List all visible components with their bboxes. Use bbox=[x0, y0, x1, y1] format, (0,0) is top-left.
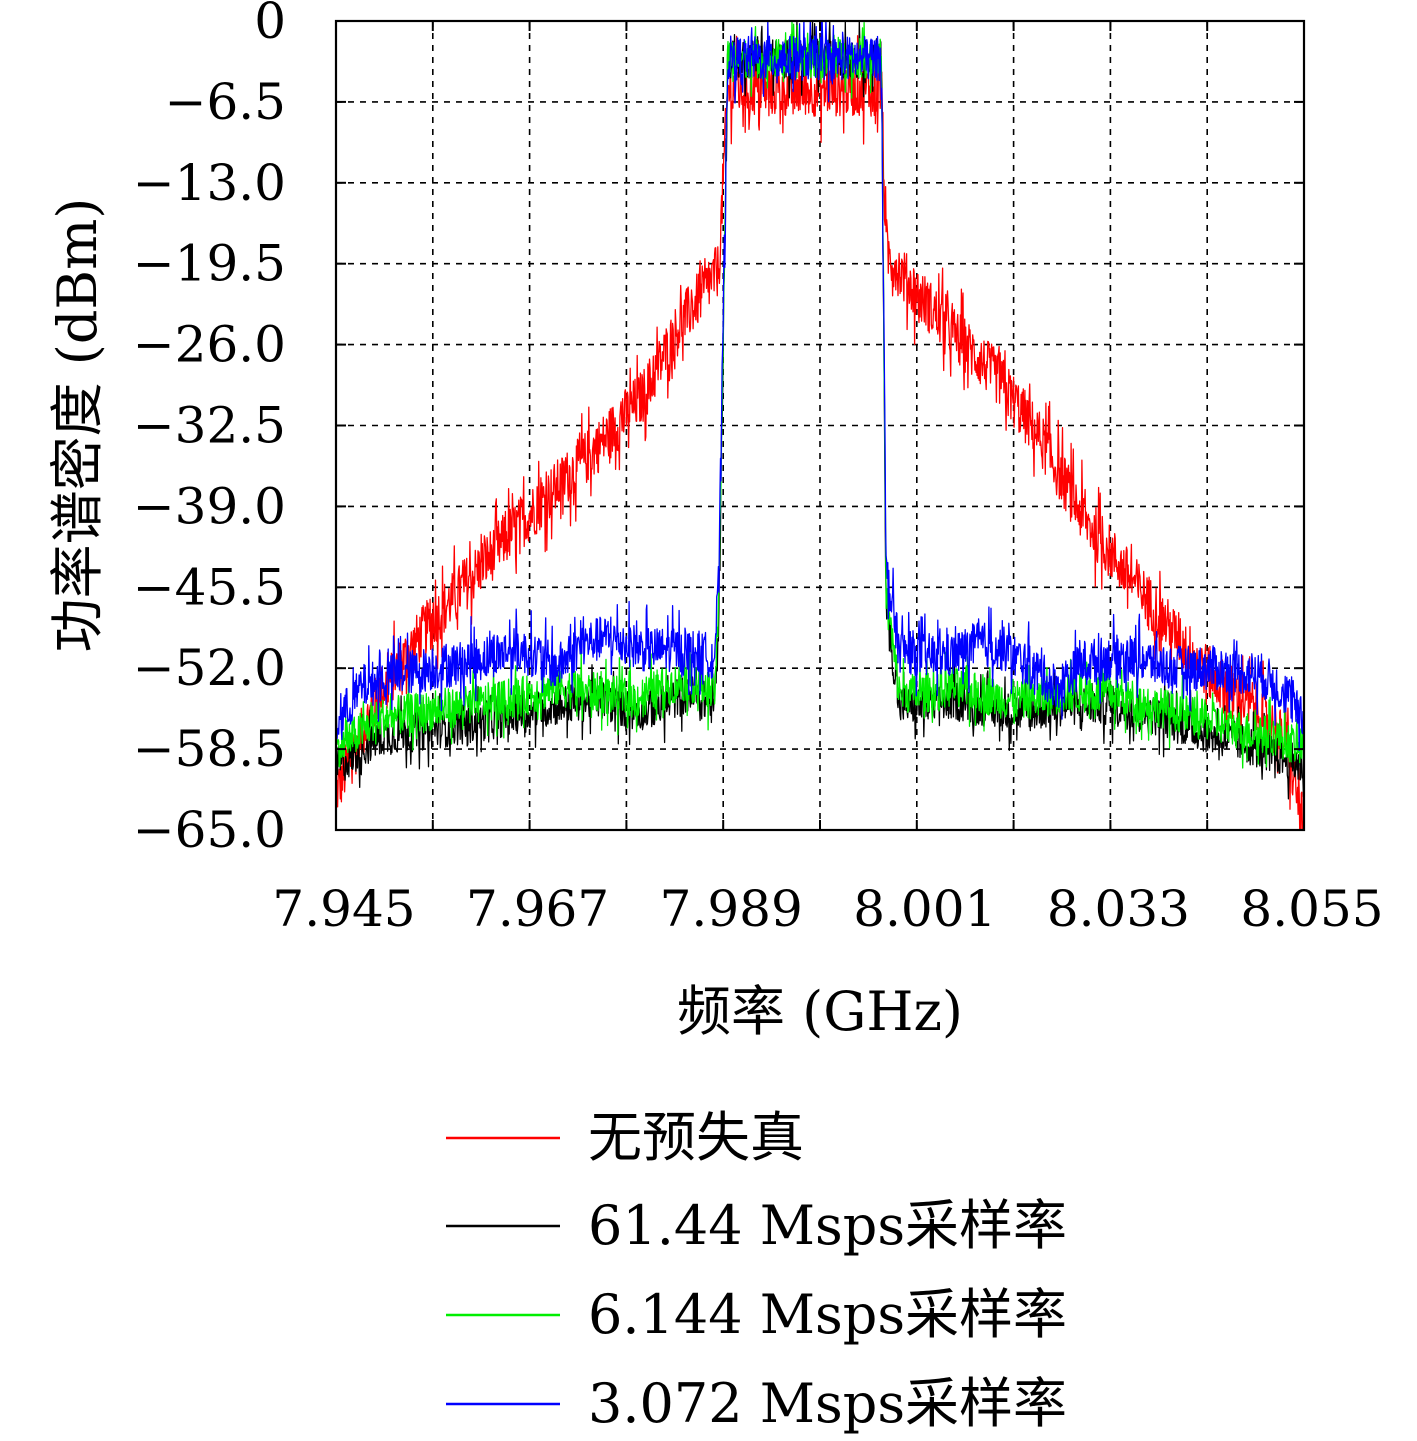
y-axis-title: 功率谱密度 (dBm) bbox=[46, 198, 109, 653]
x-tick-labels: 7.945 7.967 7.989 8.001 8.033 8.055 bbox=[272, 880, 1383, 938]
x-tick-label: 7.967 bbox=[466, 880, 609, 938]
series-line-4 bbox=[335, 20, 1305, 754]
x-tick-label: 7.945 bbox=[272, 880, 415, 938]
y-tick-label: −45.5 bbox=[133, 558, 286, 616]
x-tick-label: 8.055 bbox=[1240, 880, 1383, 938]
y-tick-label: −6.5 bbox=[165, 73, 286, 131]
y-tick-label: −32.5 bbox=[133, 397, 286, 455]
y-tick-label: −52.0 bbox=[133, 639, 286, 697]
legend: 无预失真 61.44 Msps采样率 6.144 Msps采样率 3.072 Msps… bbox=[446, 1106, 1067, 1435]
legend-label: 无预失真 bbox=[588, 1106, 804, 1169]
series-line-1 bbox=[335, 35, 1305, 831]
x-tick-label: 7.989 bbox=[660, 880, 803, 938]
legend-label: 3.072 Msps采样率 bbox=[588, 1372, 1067, 1435]
series-layer bbox=[335, 20, 1305, 831]
y-tick-label: −65.0 bbox=[133, 801, 286, 859]
x-tick-label: 8.033 bbox=[1047, 880, 1190, 938]
y-tick-label: −39.0 bbox=[133, 477, 286, 535]
y-tick-label: −26.0 bbox=[133, 316, 286, 374]
x-axis-title: 频率 (GHz) bbox=[677, 980, 963, 1043]
y-tick-labels: 0 −6.5 −13.0 −19.5 −26.0 −32.5 −39.0 −45.5 −52.0… bbox=[133, 0, 286, 859]
legend-label: 61.44 Msps采样率 bbox=[588, 1194, 1067, 1257]
y-tick-label: −19.5 bbox=[133, 235, 286, 293]
axis-ticks bbox=[335, 20, 1305, 831]
legend-label: 6.144 Msps采样率 bbox=[588, 1283, 1067, 1346]
x-tick-label: 8.001 bbox=[853, 880, 996, 938]
y-tick-label: 0 bbox=[254, 0, 286, 50]
y-tick-label: −13.0 bbox=[133, 154, 286, 212]
y-tick-label: −58.5 bbox=[133, 720, 286, 778]
